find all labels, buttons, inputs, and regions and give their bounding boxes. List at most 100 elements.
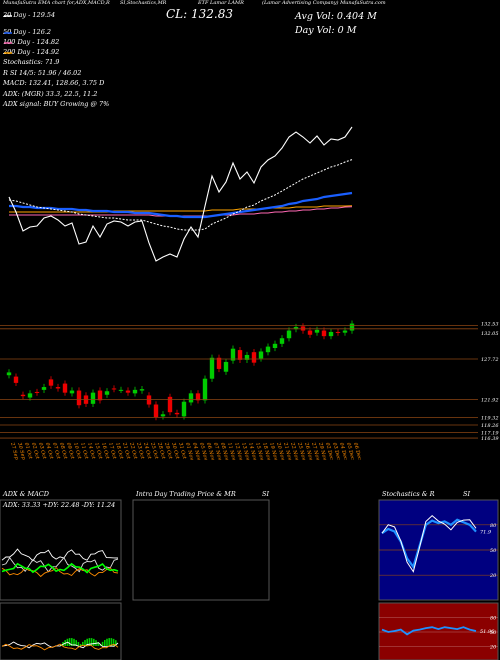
candle-body — [328, 331, 334, 337]
rsi-panel — [378, 602, 499, 660]
date-tick-label: 29 Nov — [317, 441, 328, 461]
day-volume: Day Vol: 0 M — [295, 25, 357, 36]
close-label: CL: 132.83 — [166, 7, 233, 21]
macd-histogram-bar — [77, 641, 80, 646]
stochastics-level-label: 20 — [489, 573, 497, 579]
macd-panel — [0, 602, 122, 660]
ema20-line — [8, 159, 353, 231]
date-tick-label: 09 Oct — [65, 442, 75, 461]
adx-line — [1, 562, 119, 574]
date-tick-label: 08 Oct — [58, 442, 68, 461]
date-tick-label: 18 Nov — [261, 442, 272, 461]
macd-histogram-bar — [104, 640, 106, 646]
date-tick-label: 17 Oct — [107, 442, 117, 461]
macd-histogram-bar — [68, 638, 71, 646]
candle-body — [335, 331, 341, 333]
date-tick-label: 25 Nov — [296, 441, 307, 461]
date-tick-label: 12 Nov — [233, 442, 244, 461]
candle-body — [181, 401, 187, 417]
date-tick-label: 06 Dec — [352, 442, 362, 461]
stochastics-d-line — [381, 514, 477, 573]
candle-body — [265, 346, 271, 353]
price-axis: 132.53 132.05 127.72 121.92 119.32118.26117.… — [0, 321, 499, 442]
macd-histogram-bar — [84, 640, 86, 646]
candle-body — [314, 329, 320, 333]
date-tick-label: 07 Oct — [51, 442, 61, 461]
date-tick-label: 03 Oct — [37, 442, 47, 461]
date-tick-label: 11 Oct — [79, 442, 89, 461]
macd-histogram-bar — [101, 641, 104, 646]
date-tick-label: 04 Oct — [44, 442, 54, 461]
date-tick-label: 14 Oct — [86, 442, 96, 461]
intraday-panel-suffix: SI — [262, 490, 270, 498]
date-tick-label: 30 Sep — [16, 442, 27, 461]
candle-body — [160, 414, 166, 417]
date-tick-label: 26 Nov — [303, 441, 314, 461]
candle-body — [321, 330, 327, 337]
price-tick-label: 118.26 — [481, 423, 499, 429]
candle-body — [76, 390, 82, 406]
candle-body — [216, 357, 222, 369]
adx-minus-dy-line — [1, 556, 119, 573]
adx-panel-values: ADX: 33.33 +DY: 22.48 -DY: 11.24 — [3, 501, 116, 509]
legend-adx-signal: ADX signal: BUY Growing @ 7% — [3, 100, 110, 108]
date-tick-label: 05 Nov — [198, 442, 209, 461]
date-tick-label: 14 Nov — [247, 442, 258, 461]
date-tick-label: 03 Dec — [331, 442, 341, 461]
company-line: (Lamar Advertising Company) MunafaSutra.… — [262, 0, 386, 6]
candle-body — [286, 330, 292, 339]
date-tick-label: 16 Oct — [100, 442, 110, 461]
date-tick-label: 02 Dec — [324, 442, 334, 461]
candle-body — [307, 330, 313, 335]
macd-histogram-bar — [106, 638, 108, 646]
price-tick-label: 121.92 — [481, 397, 499, 403]
macd-histogram-bar — [82, 641, 84, 646]
stochastics-level-label: 50 — [490, 548, 497, 554]
date-tick-label: 10 Oct — [72, 442, 82, 461]
candle-body — [223, 361, 229, 372]
header-mid-line: SI,Stochastics,MR — [120, 0, 167, 6]
candle-body — [111, 388, 117, 390]
rsi-level-label: 80 — [490, 616, 497, 622]
macd-histogram-bar — [79, 643, 82, 646]
intraday-panel-title: Intra Day Trading Price & MR — [136, 490, 236, 498]
candle-body — [251, 352, 257, 363]
date-tick-label: 27 Sep — [9, 441, 20, 461]
candle-body — [41, 387, 47, 390]
date-tick-label: 04 Nov — [191, 442, 202, 461]
legend-ema50: 50 Day - 126.2 — [3, 28, 52, 36]
legend-ema200: 200 Day - 124.92 — [3, 48, 60, 56]
candle-body — [167, 396, 173, 413]
macd-histogram-bar — [93, 638, 95, 646]
candle-body — [146, 395, 152, 405]
candle-body — [132, 389, 138, 394]
macd-signal-line — [1, 643, 119, 651]
date-tick-label: 23 Oct — [135, 441, 146, 461]
date-tick-label: 11 Nov — [226, 442, 237, 461]
candle-body — [258, 351, 264, 359]
candle-body — [20, 394, 26, 397]
date-tick-label: 21 Nov — [282, 441, 293, 461]
adx-panel — [0, 499, 122, 601]
date-tick-label: 08 Nov — [219, 442, 230, 461]
macd-histogram-bar — [75, 640, 77, 646]
date-tick-label: 13 Nov — [240, 442, 251, 461]
adx-signal-line — [1, 567, 119, 578]
candle-body — [13, 376, 19, 383]
candle-body — [34, 391, 40, 393]
candle-body — [55, 387, 61, 389]
candle-body — [293, 327, 299, 330]
date-tick-label: 18 Oct — [114, 442, 124, 461]
price-tick-label: 132.05 — [481, 331, 499, 337]
stochastics-panel-suffix: SI — [463, 490, 471, 498]
date-tick-label: 31 Oct — [177, 442, 187, 461]
macd-histogram-bar — [90, 638, 93, 646]
date-tick-label: 30 Oct — [170, 442, 180, 461]
stochastics-panel-title: Stochastics & R — [382, 490, 435, 498]
candle-body — [90, 392, 96, 404]
price-tick-label: 127.72 — [481, 357, 499, 363]
candle-body — [237, 350, 243, 360]
avg-volume: Avg Vol: 0.404 M — [295, 11, 377, 22]
legend-ema20: 20 Day - 129.54 — [3, 11, 56, 19]
